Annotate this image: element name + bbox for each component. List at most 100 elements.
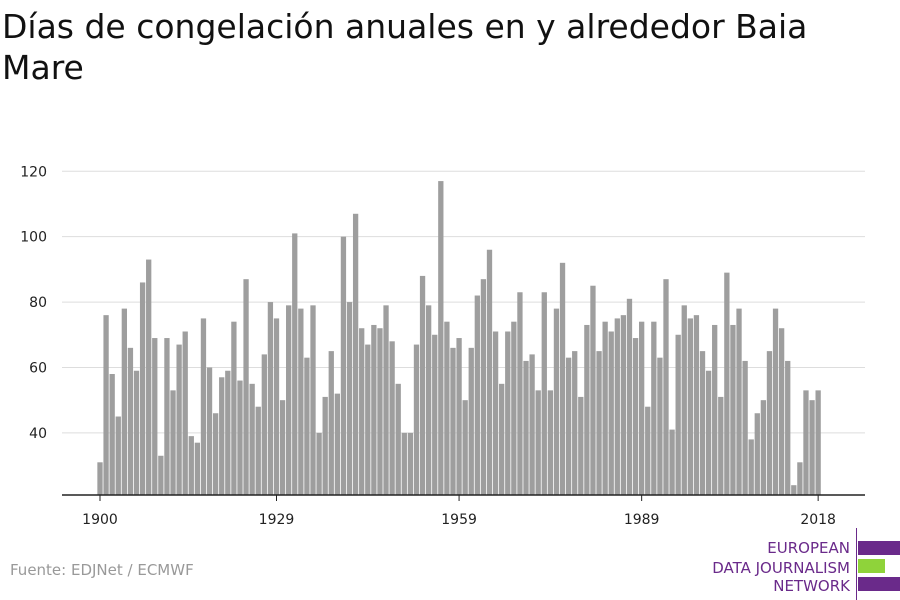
bar-1980 [584,324,590,495]
source-note: Fuente: EDJNet / ECMWF [10,561,194,579]
bar-1983 [602,321,608,495]
logo-divider [856,528,857,600]
bar-1998 [693,315,700,495]
bar-1992 [657,357,663,495]
bar-2017 [809,400,815,495]
bar-1917 [200,318,207,495]
bar-2005 [736,308,742,495]
bar-1954 [425,305,432,495]
bar-1943 [359,328,365,495]
bar-1916 [194,442,201,495]
bar-1949 [395,383,401,495]
bar-1923 [237,380,243,495]
bar-1971 [529,354,535,495]
bar-1994 [669,429,675,495]
chart-title: Días de congelación anuales en y alreded… [2,7,808,87]
bar-1953 [419,275,426,495]
logo-bar-purple-bottom [858,577,900,591]
bar-1902 [109,374,115,495]
logo-bar-green [858,559,885,573]
bar-1904 [121,308,127,495]
bar-2007 [748,439,754,495]
bar-1957 [444,321,450,495]
bar-1937 [322,396,328,495]
logo-text-data-journalism: DATA JOURNALISM [712,559,850,577]
bar-1920 [219,377,225,495]
bar-1981 [590,285,596,495]
bar-1970 [523,360,529,495]
bar-1963 [480,279,487,495]
bar-1940 [340,236,347,496]
bar-1956 [438,181,444,495]
bar-1910 [158,455,164,495]
bar-1918 [206,367,213,495]
bar-1901 [103,315,109,495]
y-tick-label: 100 [20,230,47,246]
bar-1991 [651,321,657,495]
bar-1977 [565,357,572,495]
bar-1929 [273,318,280,495]
bar-1964 [486,249,493,495]
bars [97,181,821,496]
bar-1914 [182,331,188,495]
bar-1941 [346,302,353,495]
bar-1936 [316,432,322,495]
bar-1978 [572,351,578,495]
bar-1926 [255,406,261,495]
bar-1976 [559,262,566,495]
bar-1933 [298,308,304,495]
bar-1974 [547,390,554,495]
bar-1911 [164,338,170,495]
bar-2013 [785,360,791,495]
bar-1984 [608,331,614,495]
bar-1913 [176,344,182,495]
bar-1985 [614,318,620,495]
bar-1999 [699,351,706,495]
bar-1958 [450,347,456,495]
bar-2016 [803,390,809,495]
bar-1997 [687,318,693,495]
x-tick-label: 1989 [624,512,660,528]
bar-1952 [413,344,420,495]
edjnet-logo[interactable]: EUROPEAN DATA JOURNALISM NETWORK [700,528,900,600]
bar-1932 [292,233,298,495]
bar-1903 [115,416,121,495]
bar-1928 [267,302,274,495]
bar-1912 [170,390,176,495]
bar-1996 [681,305,687,495]
bar-1960 [462,400,468,495]
bar-1909 [152,338,158,495]
bar-1942 [352,213,359,495]
bar-1922 [231,321,237,495]
x-axis [62,494,865,501]
bar-1966 [499,383,505,495]
bar-1959 [456,338,462,495]
bar-1968 [511,321,517,495]
bar-1988 [632,338,639,495]
bar-1955 [432,334,438,495]
x-tick-label: 1900 [82,512,118,528]
bar-1987 [626,298,633,495]
bar-1924 [243,279,249,495]
bar-1927 [261,354,267,495]
bar-1948 [389,341,395,495]
bar-2011 [772,308,779,495]
bar-1962 [474,295,480,495]
bar-1961 [468,347,474,495]
bar-1905 [127,347,134,495]
bar-1950 [401,432,407,495]
bar-2018 [815,390,821,495]
logo-text-network: NETWORK [773,577,850,595]
x-tick-label: 1959 [441,512,477,528]
bar-1900 [97,462,103,495]
y-axis-tick-labels: 40 60 80 100 120 [20,164,47,442]
bar-1990 [645,406,651,495]
logo-bar-purple-top [858,541,900,555]
bar-1979 [578,396,584,495]
y-tick-label: 40 [29,426,47,442]
bar-2009 [760,400,767,495]
bar-1906 [133,370,140,495]
bar-1908 [146,259,152,495]
bar-2000 [705,370,712,495]
y-tick-label: 80 [29,295,47,311]
